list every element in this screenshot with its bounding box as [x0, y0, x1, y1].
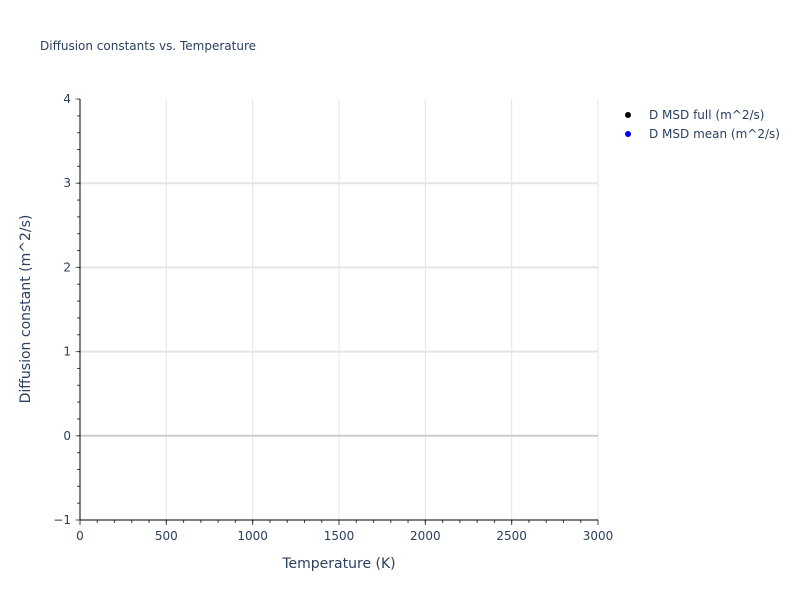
x-axis-label: Temperature (K): [281, 556, 395, 572]
y-tick-label: −1: [53, 513, 71, 527]
x-tick-label: 1500: [324, 529, 355, 543]
y-tick-label: 1: [63, 345, 71, 359]
legend[interactable]: D MSD full (m^2/s) D MSD mean (m^2/s): [625, 108, 780, 141]
grid: [80, 99, 599, 520]
y-axis-label: Diffusion constant (m^2/s): [18, 215, 34, 404]
legend-label-d-msd-mean: D MSD mean (m^2/s): [649, 127, 780, 141]
chart-title: Diffusion constants vs. Temperature: [40, 39, 256, 53]
legend-marker-d-msd-full: [625, 112, 631, 118]
legend-label-d-msd-full: D MSD full (m^2/s): [649, 108, 764, 122]
legend-item-d-msd-full[interactable]: D MSD full (m^2/s): [625, 108, 764, 122]
x-tick-label: 1000: [237, 529, 268, 543]
y-tick-label: 0: [63, 429, 71, 443]
y-tick-label: 3: [63, 176, 71, 190]
legend-item-d-msd-mean[interactable]: D MSD mean (m^2/s): [625, 127, 780, 141]
x-tick-label: 2000: [410, 529, 441, 543]
x-tick-label: 2500: [496, 529, 527, 543]
axes: 0 500 1000 1500 2000 2500 3000 −1 0 1 2 3 4: [53, 92, 613, 543]
y-tick-label: 2: [63, 260, 71, 274]
x-tick-label: 3000: [583, 529, 614, 543]
legend-marker-d-msd-mean: [625, 131, 631, 137]
y-tick-label: 4: [63, 92, 71, 106]
x-tick-label: 500: [155, 529, 178, 543]
x-tick-label: 0: [76, 529, 84, 543]
